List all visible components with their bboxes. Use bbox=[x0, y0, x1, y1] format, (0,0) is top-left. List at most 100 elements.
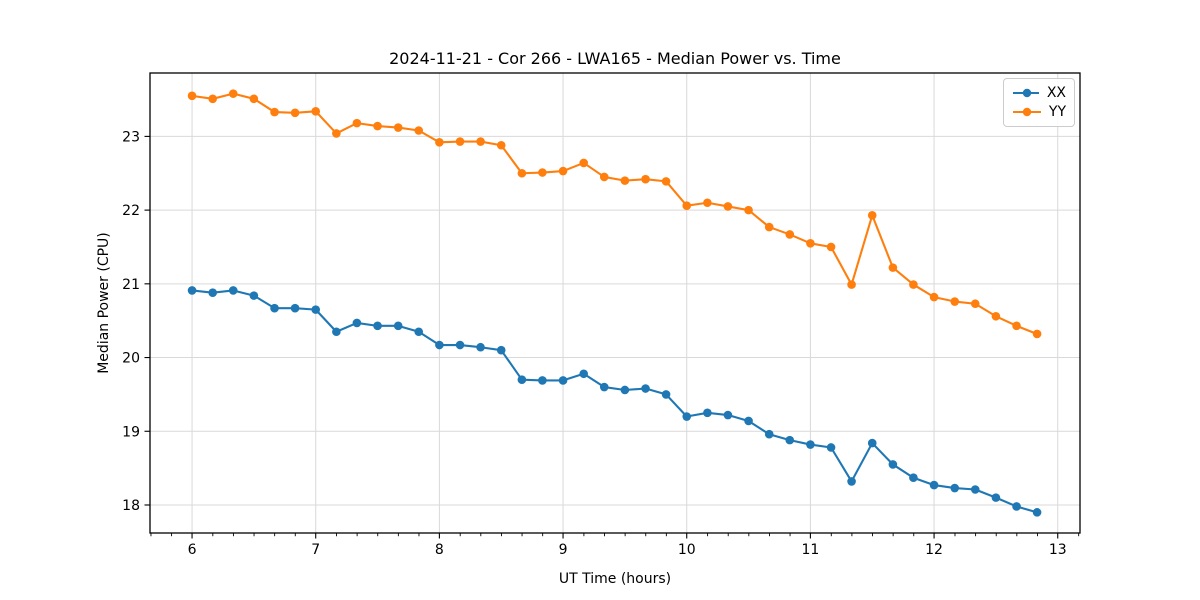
data-point-marker-yy bbox=[950, 297, 960, 306]
data-point-marker-xx bbox=[558, 376, 568, 385]
legend-line-marker-sample-yy bbox=[1013, 107, 1041, 116]
data-point-marker-xx bbox=[270, 303, 279, 313]
y-tick-label: 23 bbox=[122, 129, 140, 145]
data-point-marker-xx bbox=[208, 288, 218, 297]
x-tick-label: 12 bbox=[925, 542, 943, 558]
data-point-marker-yy bbox=[703, 198, 712, 208]
data-point-marker-yy bbox=[641, 174, 650, 184]
data-point-marker-yy bbox=[847, 280, 856, 289]
data-point-marker-xx bbox=[620, 385, 630, 395]
data-point-marker-yy bbox=[517, 168, 527, 178]
x-tick-label: 13 bbox=[1049, 542, 1067, 558]
data-point-marker-xx bbox=[888, 460, 898, 469]
data-point-marker-xx bbox=[744, 416, 753, 426]
data-point-marker-xx bbox=[352, 318, 362, 328]
data-point-marker-yy bbox=[909, 280, 918, 289]
data-point-marker-xx bbox=[867, 438, 877, 448]
data-point-marker-yy bbox=[1032, 329, 1042, 339]
data-point-marker-xx bbox=[806, 440, 815, 449]
data-point-marker-yy bbox=[579, 158, 589, 168]
data-point-marker-yy bbox=[620, 176, 630, 185]
data-point-marker-xx bbox=[785, 435, 795, 445]
data-point-marker-yy bbox=[929, 292, 939, 302]
data-point-marker-yy bbox=[888, 263, 898, 272]
data-point-marker-yy bbox=[1012, 321, 1021, 331]
data-point-marker-yy bbox=[682, 201, 692, 210]
data-point-marker-yy bbox=[270, 107, 279, 117]
data-point-marker-xx bbox=[641, 384, 650, 393]
data-point-marker-yy bbox=[393, 123, 403, 132]
data-point-marker-yy bbox=[414, 126, 424, 135]
data-point-marker-xx bbox=[579, 369, 589, 379]
data-point-marker-xx bbox=[393, 321, 403, 331]
data-point-marker-yy bbox=[826, 242, 836, 252]
data-point-marker-xx bbox=[414, 327, 424, 337]
data-point-marker-xx bbox=[950, 483, 960, 493]
data-point-marker-yy bbox=[435, 137, 444, 147]
data-point-marker-xx bbox=[455, 340, 465, 350]
y-tick-label: 20 bbox=[122, 351, 140, 367]
data-point-marker-yy bbox=[352, 118, 362, 128]
data-point-marker-yy bbox=[991, 311, 1001, 321]
data-point-marker-yy bbox=[764, 222, 774, 232]
data-point-marker-yy bbox=[187, 91, 197, 101]
y-axis-label: Median Power (CPU) bbox=[96, 232, 112, 374]
data-point-marker-xx bbox=[661, 390, 671, 399]
data-point-marker-yy bbox=[249, 94, 259, 104]
y-tick-label: 19 bbox=[122, 424, 140, 440]
data-point-marker-xx bbox=[187, 286, 197, 295]
legend-line-marker-sample-xx bbox=[1013, 89, 1039, 98]
data-point-marker-yy bbox=[867, 210, 877, 220]
data-point-marker-yy bbox=[208, 94, 218, 104]
x-tick-label: 6 bbox=[188, 542, 197, 558]
y-tick-label: 18 bbox=[122, 498, 140, 514]
legend-item-xx: XX bbox=[1012, 86, 1066, 100]
data-point-marker-yy bbox=[785, 230, 795, 239]
data-point-marker-yy bbox=[373, 121, 382, 131]
data-point-marker-xx bbox=[970, 485, 980, 494]
x-tick-label: 9 bbox=[559, 542, 568, 558]
data-point-marker-yy bbox=[806, 238, 815, 248]
data-point-marker-yy bbox=[599, 172, 609, 182]
series-line-yy bbox=[190, 92, 1039, 336]
x-tick-label: 7 bbox=[311, 542, 320, 558]
data-point-marker-yy bbox=[476, 137, 485, 146]
data-point-marker-yy bbox=[332, 129, 341, 138]
y-tick-label: 22 bbox=[122, 203, 140, 219]
data-point-marker-xx bbox=[1032, 508, 1042, 517]
data-point-marker-xx bbox=[991, 493, 1001, 502]
data-point-marker-xx bbox=[929, 480, 939, 490]
chart-title: 2024-11-21 - Cor 266 - LWA165 - Median P… bbox=[389, 49, 841, 68]
data-point-marker-xx bbox=[1012, 502, 1021, 511]
x-tick-label: 11 bbox=[801, 542, 819, 558]
legend-label-yy: YY bbox=[1048, 103, 1066, 120]
x-tick-label: 10 bbox=[678, 542, 696, 558]
data-point-marker-xx bbox=[682, 412, 692, 421]
data-point-marker-xx bbox=[228, 286, 238, 295]
data-point-marker-xx bbox=[496, 345, 506, 355]
data-point-marker-xx bbox=[290, 303, 300, 313]
data-point-marker-xx bbox=[723, 410, 733, 420]
legend: XX YY bbox=[1003, 78, 1075, 127]
x-tick-label: 8 bbox=[435, 542, 444, 558]
data-point-marker-yy bbox=[558, 166, 568, 176]
data-point-marker-xx bbox=[826, 443, 836, 452]
data-point-marker-xx bbox=[764, 429, 774, 439]
data-point-marker-xx bbox=[476, 342, 485, 352]
data-point-marker-xx bbox=[599, 382, 609, 392]
data-point-marker-yy bbox=[228, 89, 238, 98]
data-point-marker-xx bbox=[909, 473, 918, 483]
data-point-marker-xx bbox=[332, 327, 341, 337]
data-point-marker-yy bbox=[723, 202, 733, 211]
data-point-marker-yy bbox=[970, 299, 980, 309]
data-point-marker-xx bbox=[435, 340, 444, 350]
data-point-marker-yy bbox=[290, 108, 300, 118]
legend-item-yy: YY bbox=[1012, 105, 1066, 119]
data-point-marker-yy bbox=[744, 205, 753, 215]
data-point-marker-yy bbox=[661, 177, 671, 186]
data-point-marker-yy bbox=[538, 168, 547, 177]
data-point-marker-yy bbox=[311, 107, 321, 116]
data-point-marker-xx bbox=[847, 477, 856, 486]
